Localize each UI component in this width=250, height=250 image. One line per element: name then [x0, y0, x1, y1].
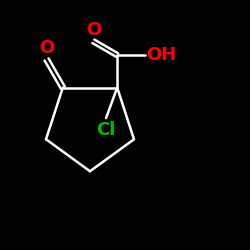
Text: Cl: Cl: [96, 121, 116, 139]
Text: OH: OH: [146, 46, 176, 64]
Text: O: O: [86, 21, 101, 39]
Text: O: O: [39, 39, 54, 57]
